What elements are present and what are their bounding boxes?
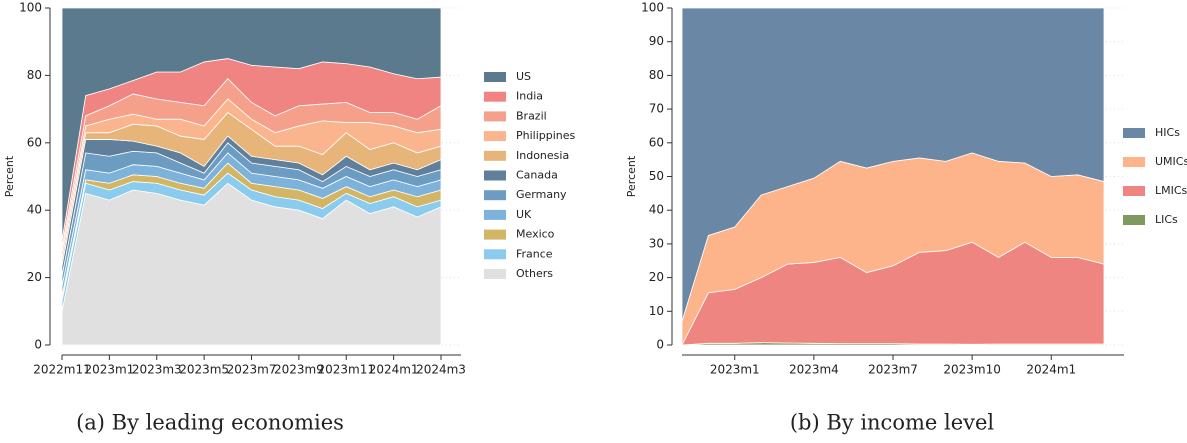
y-tick-label: 50	[649, 169, 664, 183]
legend-swatch	[1123, 186, 1145, 196]
legend-label: Indonesia	[516, 149, 569, 162]
legend-swatch	[484, 229, 506, 240]
x-tick-label: 2023m11	[318, 363, 376, 377]
x-tick-label: 2024m1	[369, 363, 419, 377]
legend-swatch	[484, 72, 506, 82]
x-tick-label: 2023m7	[227, 363, 277, 377]
legend-swatch	[484, 269, 506, 279]
y-tick-label: 0	[34, 338, 42, 352]
x-tick-label: 2024m1	[1026, 363, 1076, 377]
legend-label: Canada	[516, 169, 558, 182]
x-tick-label: 2023m1	[84, 363, 134, 377]
y-tick-label: 90	[649, 34, 664, 48]
x-tick-label: 2023m10	[943, 363, 1001, 377]
legend-label: US	[516, 70, 531, 83]
legend-label: Mexico	[516, 228, 555, 241]
x-tick-label: 2024m3	[416, 363, 466, 377]
legend-label: Brazil	[516, 109, 547, 122]
legend-swatch	[1123, 128, 1145, 138]
y-tick-label: 40	[649, 203, 664, 217]
x-tick-label: 2023m1	[710, 363, 760, 377]
legend-swatch	[484, 209, 506, 220]
y-tick-label: 80	[649, 68, 664, 82]
x-tick-label: 2023m7	[868, 363, 918, 377]
y-axis-label: Percent	[3, 155, 16, 197]
legend-label: LMICs	[1155, 184, 1187, 197]
y-tick-label: 100	[641, 1, 664, 15]
y-tick-label: 30	[649, 236, 664, 250]
y-tick-label: 100	[19, 1, 42, 15]
y-tick-label: 0	[656, 338, 664, 352]
x-tick-label: 2022m11	[33, 363, 91, 377]
legend-swatch	[484, 150, 506, 161]
area	[61, 7, 442, 241]
y-tick-label: 70	[649, 102, 664, 116]
legend-label: UMICs	[1155, 155, 1187, 168]
x-tick-label: 2023m4	[789, 363, 839, 377]
legend-swatch	[484, 91, 506, 102]
legend-swatch	[1123, 157, 1145, 167]
caption: (a) By leading economies	[76, 411, 344, 435]
y-axis-label: Percent	[625, 155, 638, 197]
area	[681, 7, 1105, 322]
legend-label: France	[516, 247, 553, 260]
legend-swatch	[484, 170, 506, 181]
legend-label: HICs	[1155, 126, 1180, 139]
legend-swatch	[1123, 215, 1145, 225]
y-tick-label: 60	[649, 135, 664, 149]
y-tick-label: 40	[27, 203, 42, 217]
legend-label: UK	[516, 208, 532, 221]
legend-label: Germany	[516, 188, 567, 201]
x-tick-label: 2023m3	[132, 363, 182, 377]
legend-swatch	[484, 190, 506, 201]
y-tick-label: 60	[27, 135, 42, 149]
legend-swatch	[484, 111, 506, 122]
legend-label: India	[516, 90, 543, 103]
y-tick-label: 80	[27, 68, 42, 82]
legend-label: Others	[516, 267, 553, 280]
legend-label: Philippines	[516, 129, 576, 142]
legend-swatch	[484, 249, 506, 260]
caption: (b) By income level	[790, 411, 995, 435]
x-tick-label: 2023m5	[179, 363, 229, 377]
y-tick-label: 20	[649, 270, 664, 284]
legend-label: LICs	[1155, 213, 1178, 226]
legend-swatch	[484, 131, 506, 142]
x-tick-label: 2023m9	[274, 363, 324, 377]
y-tick-label: 10	[649, 304, 664, 318]
y-tick-label: 20	[27, 270, 42, 284]
